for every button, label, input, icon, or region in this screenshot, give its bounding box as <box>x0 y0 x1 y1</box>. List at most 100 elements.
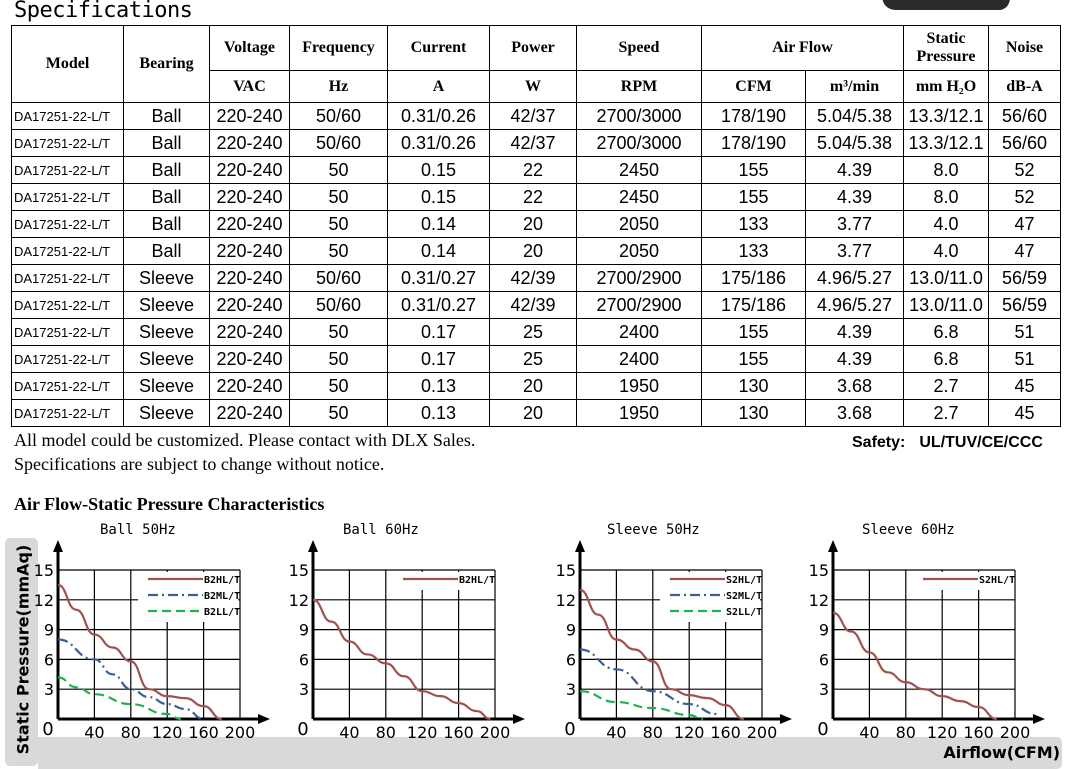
table-cell: 50 <box>289 183 388 211</box>
series-line-S2HL/T <box>832 611 997 721</box>
table-cell: 8.0 <box>903 156 989 184</box>
chart-1: 3 6 9 12 15 0 40 80 120 160 200 B2HL/T <box>289 540 525 742</box>
table-cell: 50 <box>289 399 388 427</box>
table-cell: 42/37 <box>489 102 577 130</box>
legend-label: S2HL/T <box>979 575 1015 586</box>
x-tick-label: 120 <box>152 723 183 742</box>
table-cell: 51 <box>988 318 1061 346</box>
legend-label: B2HL/T <box>204 575 240 586</box>
header-frequency: Frequency <box>289 25 388 71</box>
x-axis-arrow-icon <box>258 714 270 724</box>
table-cell: 220-240 <box>209 318 290 346</box>
table-cell: Ball <box>123 129 210 157</box>
chart-3: 3 6 9 12 15 0 40 80 120 160 200 S2HL/T <box>809 540 1045 742</box>
y-tick-label: 15 <box>289 561 309 580</box>
table-cell: DA17251-22-L/T <box>11 156 124 184</box>
y-tick-label: 3 <box>299 680 309 699</box>
series-line-B2HL/T <box>312 598 491 721</box>
table-cell: Sleeve <box>123 264 210 292</box>
legend-label: B2HL/T <box>459 575 495 586</box>
table-cell: 2700/2900 <box>576 291 702 319</box>
table-cell: 178/190 <box>701 102 806 130</box>
header-voltage: Voltage <box>209 25 290 71</box>
y-axis-arrow-icon <box>575 540 585 552</box>
header-bearing: Bearing <box>123 25 210 103</box>
table-cell: 4.39 <box>805 183 904 211</box>
table-cell: 52 <box>988 156 1061 184</box>
table-cell: 2700/3000 <box>576 129 702 157</box>
page-title: Specifications <box>14 0 193 23</box>
y-tick-label: 6 <box>566 650 576 669</box>
safety-label: Safety: <box>852 434 906 451</box>
legend-label: B2ML/T <box>204 591 240 602</box>
table-cell: 20 <box>489 399 577 427</box>
x-tick-label: 0 <box>42 719 53 740</box>
table-cell: 56/59 <box>988 264 1061 292</box>
legend-label: B2LL/T <box>204 607 240 618</box>
x-tick-label: 200 <box>1000 723 1031 742</box>
table-cell: 13.3/12.1 <box>903 129 989 157</box>
y-tick-label: 12 <box>289 591 309 610</box>
header-current: Current <box>387 25 490 71</box>
table-cell: Sleeve <box>123 318 210 346</box>
legend-box <box>913 572 1013 590</box>
table-row: DA17251-22-L/T Ball 220-240 50/60 0.31/0.26 4… <box>11 129 1061 157</box>
legend-box <box>393 572 493 590</box>
x-tick-label: 40 <box>339 723 359 742</box>
table-cell: 3.68 <box>805 372 904 400</box>
x-tick-label: 120 <box>674 723 705 742</box>
note-change: Specifications are subject to change wit… <box>14 454 385 474</box>
table-cell: 0.14 <box>387 237 490 265</box>
y-tick-label: 9 <box>299 621 309 640</box>
table-cell: 220-240 <box>209 372 290 400</box>
table-cell: 8.0 <box>903 183 989 211</box>
table-row: DA17251-22-L/T Ball 220-240 50 0.15 22 2450 155… <box>11 156 1061 184</box>
table-cell: DA17251-22-L/T <box>11 372 124 400</box>
unit-header: mm H₂O <box>903 70 989 103</box>
table-cell: 175/186 <box>701 291 806 319</box>
table-cell: DA17251-22-L/T <box>11 129 124 157</box>
legend-label: S2HL/T <box>726 575 762 586</box>
safety-info: Safety: UL/TUV/CE/CCC <box>852 434 1043 452</box>
x-tick-label: 80 <box>376 723 396 742</box>
table-cell: 4.0 <box>903 210 989 238</box>
x-tick-label: 80 <box>896 723 916 742</box>
unit-header: A <box>387 70 490 103</box>
table-cell: 2450 <box>576 183 702 211</box>
table-cell: Ball <box>123 156 210 184</box>
y-axis-arrow-icon <box>53 540 63 552</box>
table-cell: 4.0 <box>903 237 989 265</box>
table-cell: 2.7 <box>903 399 989 427</box>
table-cell: Sleeve <box>123 345 210 373</box>
table-cell: 20 <box>489 237 577 265</box>
header-model: Model <box>11 25 124 103</box>
table-cell: DA17251-22-L/T <box>11 345 124 373</box>
x-tick-label: 160 <box>443 723 474 742</box>
table-cell: 52 <box>988 183 1061 211</box>
table-cell: 50/60 <box>289 264 388 292</box>
units-row: VAC Hz A W RPM CFM m³/min mm H₂O dB-A <box>12 70 1061 103</box>
x-tick-label: 40 <box>859 723 879 742</box>
table-cell: DA17251-22-L/T <box>11 183 124 211</box>
table-cell: 56/59 <box>988 291 1061 319</box>
legend-box <box>138 572 238 622</box>
chart-title-sleeve-50hz: Sleeve 50Hz <box>607 522 700 538</box>
table-cell: 175/186 <box>701 264 806 292</box>
series-line-S2HL/T <box>579 588 744 721</box>
table-row: DA17251-22-L/T Sleeve 220-240 50 0.13 20 1950 1… <box>11 399 1061 427</box>
table-cell: 1950 <box>576 399 702 427</box>
table-cell: 45 <box>988 399 1061 427</box>
table-cell: 25 <box>489 318 577 346</box>
table-cell: DA17251-22-L/T <box>11 264 124 292</box>
charts-title: Air Flow-Static Pressure Characteristics <box>14 494 325 514</box>
x-axis-arrow-icon <box>1033 714 1045 724</box>
table-cell: 3.68 <box>805 399 904 427</box>
table-cell: 220-240 <box>209 183 290 211</box>
table-cell: 50 <box>289 156 388 184</box>
series-line-B2LL/T <box>57 676 181 721</box>
unit-header: CFM <box>701 70 806 103</box>
y-tick-label: 9 <box>44 621 54 640</box>
y-tick-label: 6 <box>819 650 829 669</box>
x-axis-label: Airflow(CFM) <box>943 743 1060 762</box>
table-cell: 155 <box>701 345 806 373</box>
